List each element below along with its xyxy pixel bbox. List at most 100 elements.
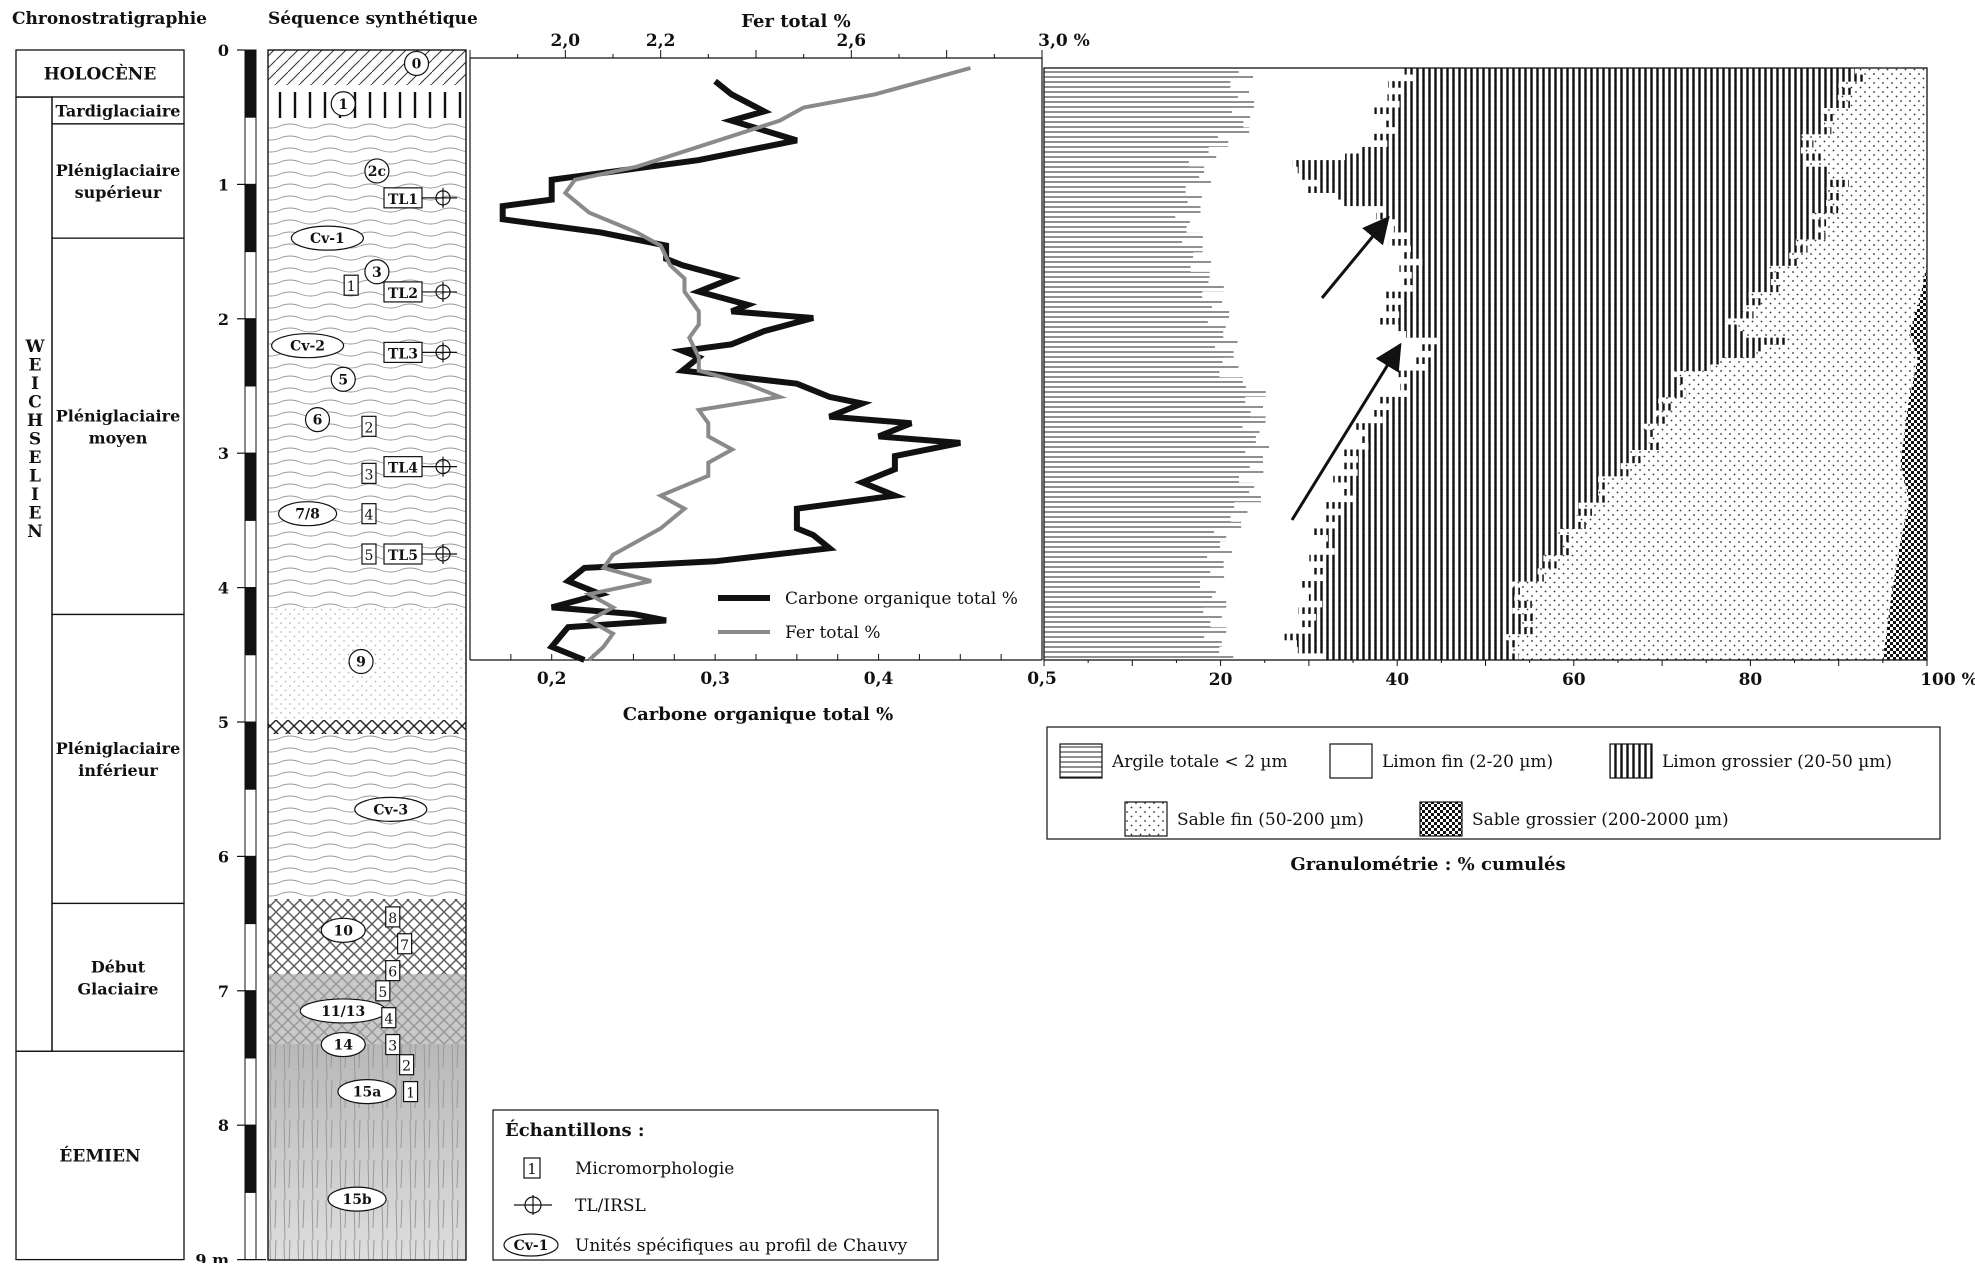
- granulo-bar-limon-fin-2-20-m: [1201, 192, 1336, 201]
- granulo-bar-sable-grossier-200-2000-m: [1910, 324, 1927, 332]
- granulo-bar-sable-fin-50-200-m: [1630, 449, 1902, 457]
- granulo-bar-limon-fin-2-20-m: [1249, 87, 1403, 95]
- granulo-bar-sable-fin-50-200-m: [1667, 416, 1907, 424]
- granulo-bar-sable-fin-50-200-m: [1789, 252, 1927, 260]
- granulo-bar-limon-fin-2-20-m: [1210, 620, 1302, 628]
- granulo-bar-sable-grossier-200-2000-m: [1905, 423, 1927, 431]
- granulo-bar-limon-fin-2-20-m: [1234, 502, 1327, 510]
- granulo-bar-argile-totale-2-m: [1044, 541, 1221, 549]
- chrono-period-label: Glaciaire: [78, 979, 159, 998]
- unit-label-15a: 15a: [353, 1085, 382, 1101]
- granulo-bar-limon-fin-2-20-m: [1232, 107, 1375, 115]
- granulo-bar-sable-grossier-200-2000-m: [1908, 502, 1927, 510]
- micromorphology-icon-box: [523, 1157, 541, 1179]
- micro-sample-label: 5: [365, 548, 374, 564]
- depth-tick-label: 5: [218, 713, 229, 732]
- granulo-bar-sable-fin-50-200-m: [1710, 364, 1916, 372]
- granulo-bar-sable-fin-50-200-m: [1571, 548, 1899, 556]
- granulo-bar-limon-fin-2-20-m: [1225, 324, 1399, 332]
- granulo-bar-limon-fin-2-20-m: [1232, 548, 1335, 556]
- granulo-bar-sable-fin-50-200-m: [1598, 488, 1908, 497]
- annotation-arrow-upper: [1320, 215, 1390, 299]
- granulo-bar-argile-totale-2-m: [1044, 133, 1219, 141]
- granulo-bar-sable-grossier-200-2000-m: [1888, 613, 1927, 622]
- fer-tick-label: 2,6: [837, 31, 867, 51]
- granulo-bar-limon-fin-2-20-m: [1203, 607, 1299, 615]
- tl-sample-label-tl3: TL3: [388, 346, 418, 362]
- granulo-bar-sable-grossier-200-2000-m: [1901, 449, 1927, 457]
- granulo-bar-limon-grossier-20-50-m: [1382, 416, 1668, 424]
- granulo-bar-sable-fin-50-200-m: [1742, 304, 1918, 312]
- annotation-arrow-lower: [1290, 342, 1402, 521]
- granulo-bar-limon-fin-2-20-m: [1253, 74, 1415, 82]
- granulo-bar-argile-totale-2-m: [1044, 423, 1243, 431]
- depth-scale-segment: [244, 251, 257, 320]
- carbone-tick-label: 0,3: [700, 669, 730, 689]
- granulo-tick-label: 20: [1209, 670, 1233, 690]
- granulo-bar-sable-grossier-200-2000-m: [1886, 627, 1927, 635]
- granulo-bar-sable-fin-50-200-m: [1827, 166, 1927, 174]
- granulo-legend-label-sable-fin-50-200-m: Sable fin (50-200 µm): [1177, 810, 1364, 830]
- granulo-bar-sable-grossier-200-2000-m: [1907, 410, 1927, 418]
- granulo-bar-limon-grossier-20-50-m: [1357, 456, 1641, 464]
- granulo-bar-limon-fin-2-20-m: [1210, 567, 1312, 575]
- granulo-bar-argile-totale-2-m: [1044, 502, 1235, 510]
- granulo-bar-sable-grossier-200-2000-m: [1885, 633, 1927, 641]
- granulo-bar-sable-grossier-200-2000-m: [1917, 350, 1927, 358]
- tardiglaciaire-marks: [278, 92, 462, 118]
- granulo-bar-argile-totale-2-m: [1044, 232, 1203, 240]
- granulo-bar-argile-totale-2-m: [1044, 627, 1227, 635]
- granulo-bar-limon-grossier-20-50-m: [1399, 311, 1754, 319]
- granulo-bar-limon-grossier-20-50-m: [1398, 324, 1739, 332]
- granulo-bar-limon-grossier-20-50-m: [1372, 410, 1656, 418]
- granulo-bar-argile-totale-2-m: [1044, 265, 1191, 273]
- granulo-bar-argile-totale-2-m: [1044, 396, 1246, 404]
- depth-tick-label: 0: [218, 41, 229, 60]
- granulo-bar-limon-grossier-20-50-m: [1297, 166, 1828, 174]
- granulo-bar-argile-totale-2-m: [1044, 344, 1215, 352]
- granulo-bar-limon-grossier-20-50-m: [1335, 192, 1842, 201]
- granulo-bar-sable-fin-50-200-m: [1753, 311, 1915, 319]
- granulo-tick-label: 100 %: [1920, 670, 1975, 690]
- granulo-bar-argile-totale-2-m: [1044, 390, 1266, 398]
- unit-label-cv-1: Cv-1: [310, 231, 345, 247]
- cv-unit-icon: Cv-1: [514, 1238, 549, 1254]
- granulo-bar-sable-grossier-200-2000-m: [1920, 291, 1927, 299]
- granulo-bar-sable-fin-50-200-m: [1606, 495, 1909, 503]
- sequence-header: Séquence synthétique: [268, 9, 478, 29]
- micro-sample-label: 8: [388, 911, 397, 927]
- series-line-fer-total: [562, 66, 972, 662]
- granulo-bar-argile-totale-2-m: [1044, 561, 1224, 569]
- depth-scale-segment: [244, 452, 257, 521]
- fer-tick-label: 2,2: [646, 31, 676, 51]
- granulo-bar-limon-fin-2-20-m: [1215, 587, 1314, 595]
- fer-tick-label: 2,0: [551, 31, 581, 51]
- granulo-bar-argile-totale-2-m: [1044, 548, 1233, 556]
- granulo-bar-limon-grossier-20-50-m: [1311, 567, 1538, 575]
- granulo-bar-sable-fin-50-200-m: [1659, 442, 1903, 451]
- unit-label-11-13: 11/13: [321, 1004, 365, 1020]
- tl-sample-label-tl5: TL5: [388, 548, 418, 564]
- granulo-bar-sable-fin-50-200-m: [1512, 607, 1890, 615]
- micro-sample-label: 3: [388, 1039, 397, 1055]
- granulo-bar-limon-fin-2-20-m: [1216, 153, 1346, 161]
- granulo-bar-sable-fin-50-200-m: [1519, 587, 1893, 595]
- granulo-bar-argile-totale-2-m: [1044, 199, 1188, 207]
- granulo-bar-sable-grossier-200-2000-m: [1907, 488, 1927, 497]
- granulo-bar-limon-fin-2-20-m: [1259, 429, 1368, 437]
- tl-irsl-icon: [514, 1195, 552, 1215]
- granulo-bar-limon-grossier-20-50-m: [1345, 153, 1822, 161]
- chrono-period-box-pleniglaciaire-superieur: [51, 123, 185, 239]
- granulo-bar-limon-grossier-20-50-m: [1337, 521, 1586, 529]
- depth-scale-segment: [244, 923, 257, 992]
- depth-scale-segment: [244, 318, 257, 387]
- granulo-bar-limon-fin-2-20-m: [1202, 291, 1386, 299]
- granulo-bar-limon-grossier-20-50-m: [1322, 541, 1563, 549]
- depth-scale-segment: [244, 49, 257, 118]
- granulo-bar-sable-fin-50-200-m: [1780, 271, 1925, 279]
- granulo-bar-sable-fin-50-200-m: [1534, 613, 1889, 622]
- granulo-bar-limon-fin-2-20-m: [1233, 350, 1433, 358]
- granulo-bar-limon-fin-2-20-m: [1220, 541, 1323, 549]
- granulo-bar-sable-grossier-200-2000-m: [1911, 383, 1927, 391]
- granulo-bar-limon-fin-2-20-m: [1254, 482, 1349, 490]
